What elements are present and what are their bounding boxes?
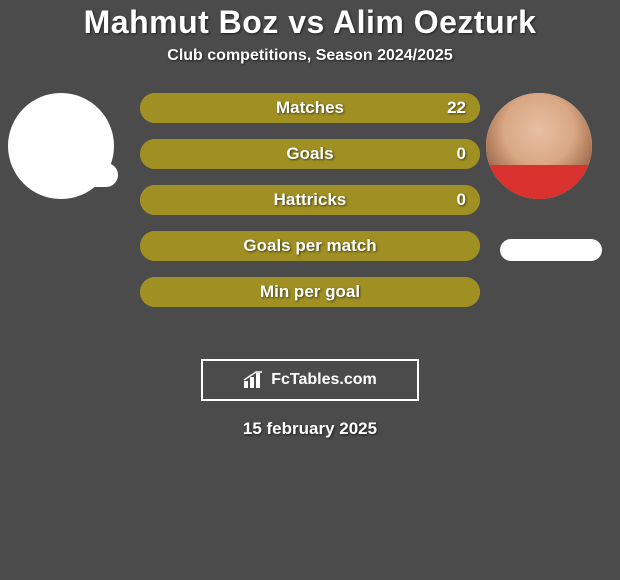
comparison-card: Mahmut Boz vs Alim Oezturk Club competit…: [0, 0, 620, 580]
stat-label: Hattricks: [140, 185, 480, 215]
brand-badge: FcTables.com: [201, 359, 419, 401]
name-pill-right: [500, 239, 602, 261]
subtitle: Club competitions, Season 2024/2025: [0, 47, 620, 65]
stat-label: Goals: [140, 139, 480, 169]
generated-date: 15 february 2025: [0, 419, 620, 439]
stat-label: Matches: [140, 93, 480, 123]
stat-row: Matches22: [140, 93, 480, 123]
stat-label: Goals per match: [140, 231, 480, 261]
avatar-right-jersey: [486, 165, 592, 199]
stat-value-right: 0: [457, 139, 466, 169]
brand-text: FcTables.com: [271, 371, 377, 389]
stat-bars: Matches22Goals0Hattricks0Goals per match…: [140, 93, 480, 323]
stat-row: Goals per match: [140, 231, 480, 261]
name-pill-left: [22, 163, 118, 187]
stat-row: Hattricks0: [140, 185, 480, 215]
bars-icon: [243, 371, 265, 389]
stat-label: Min per goal: [140, 277, 480, 307]
stat-value-right: 0: [457, 185, 466, 215]
comparison-arena: Matches22Goals0Hattricks0Goals per match…: [0, 93, 620, 343]
stat-value-right: 22: [447, 93, 466, 123]
stat-row: Min per goal: [140, 277, 480, 307]
avatar-right-face: [486, 93, 592, 199]
stat-row: Goals0: [140, 139, 480, 169]
avatar-right: [486, 93, 592, 199]
page-title: Mahmut Boz vs Alim Oezturk: [0, 0, 620, 41]
